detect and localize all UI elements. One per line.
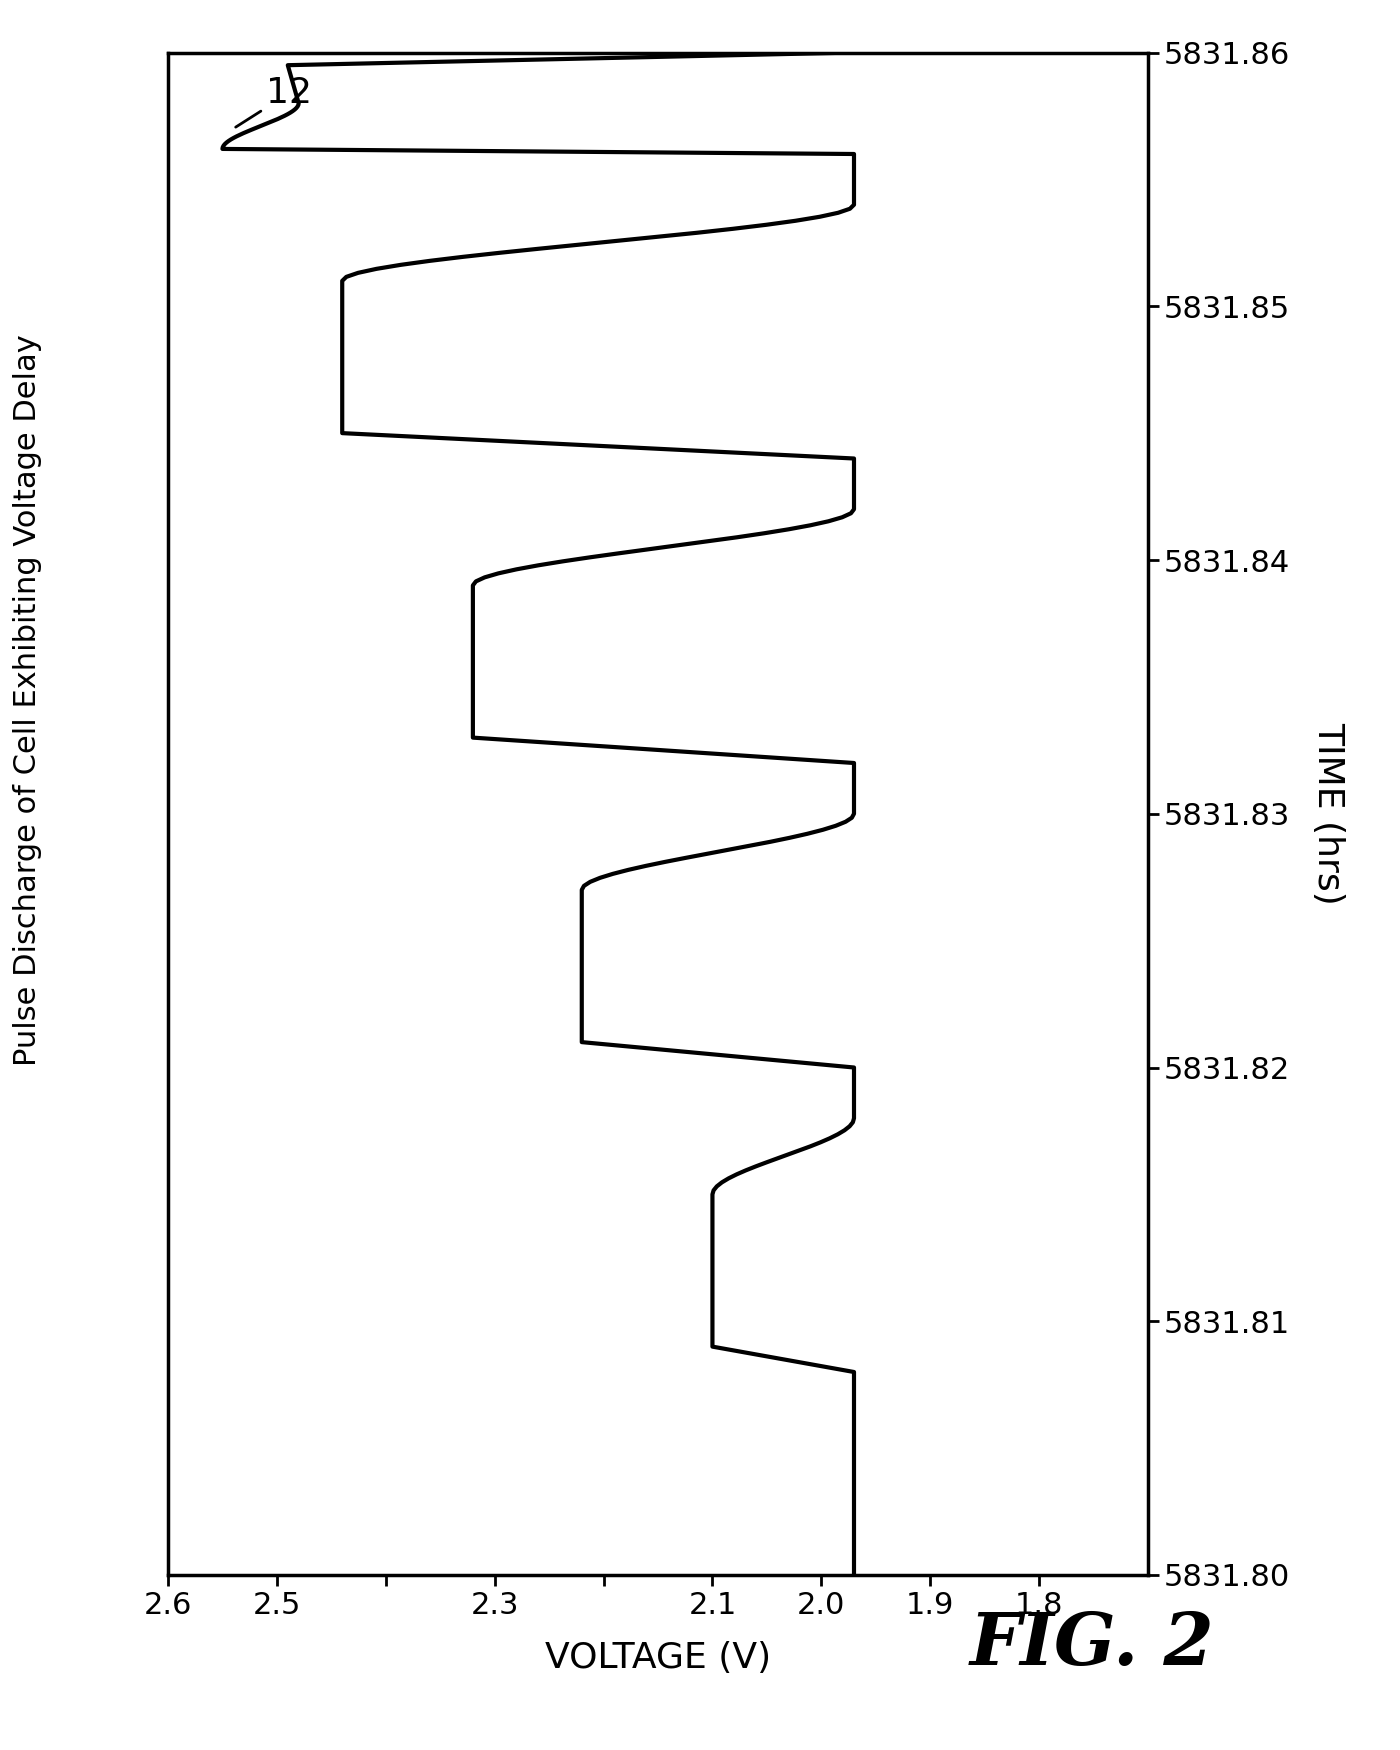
Text: FIG. 2: FIG. 2 (970, 1610, 1214, 1680)
Y-axis label: TIME (hrs): TIME (hrs) (1312, 723, 1345, 905)
Text: Pulse Discharge of Cell Exhibiting Voltage Delay: Pulse Discharge of Cell Exhibiting Volta… (14, 334, 42, 1066)
Text: 12: 12 (235, 77, 312, 128)
X-axis label: VOLTAGE (V): VOLTAGE (V) (545, 1642, 771, 1675)
